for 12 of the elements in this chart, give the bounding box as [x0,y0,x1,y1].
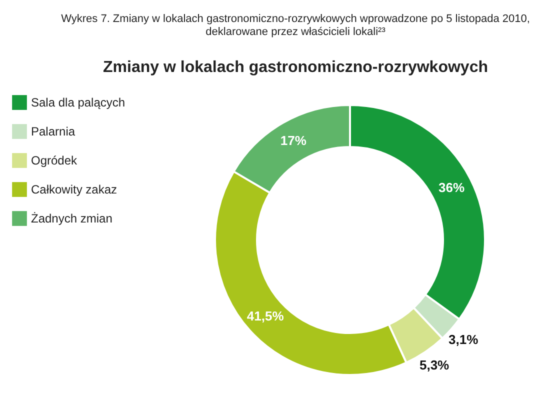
legend-label: Całkowity zakaz [31,182,118,196]
data-label: 3,1% [448,332,479,347]
legend-label: Sala dla palących [31,96,126,110]
legend-label: Palarnia [31,124,76,138]
legend-label: Żadnych zmian [31,212,112,226]
chart-title: Wykres 7. Zmiany w lokalach gastronomiczno-rozrywkowych wprowadzone po 5 listopada 2010, deklarowane przez właścicieli lokali²³ [61,13,530,38]
data-label: 36% [438,180,465,196]
legend-label: Ogródek [31,154,78,168]
data-label: 5,3% [419,357,450,372]
data-label: 41,5% [246,308,284,324]
chart-subtitle: Zmiany w lokalach gastronomiczno-rozrywkowych [103,59,488,76]
data-label: 17% [280,133,307,148]
